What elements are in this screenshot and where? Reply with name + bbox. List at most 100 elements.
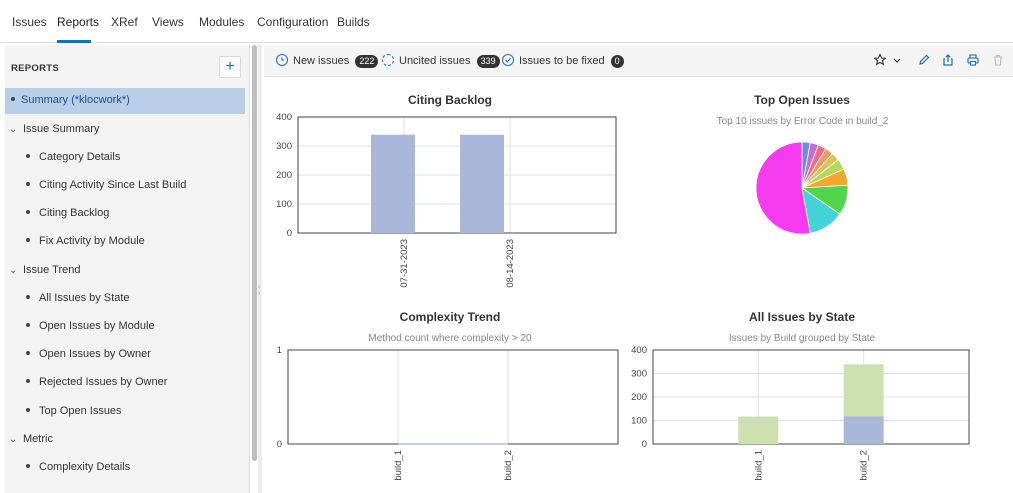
bullet-icon — [26, 408, 30, 413]
sidebar-item-label: Citing Backlog — [39, 207, 110, 219]
plot-border — [287, 349, 619, 445]
chart-title: Complexity Trend — [399, 310, 501, 324]
sidebar-item-fix-activity[interactable]: Fix Activity by Module — [26, 235, 145, 247]
sidebar-item-label: Summary (*klocwork*) — [21, 94, 130, 106]
x-tick-label: 07-31-2023 — [399, 239, 410, 288]
tab-reports[interactable]: Reports — [57, 15, 100, 29]
sidebar-item-label: Issue Trend — [23, 264, 81, 276]
bullet-icon — [26, 210, 30, 215]
sidebar-item-label: All Issues by State — [39, 292, 130, 304]
y-tick-label: 0 — [277, 439, 282, 450]
count-badge: 339 — [476, 55, 500, 68]
top-open-issues-chart — [755, 141, 849, 235]
sidebar-item-label: Rejected Issues by Owner — [39, 376, 168, 388]
plot-border — [652, 349, 970, 445]
sidebar-item-label: Fix Activity by Module — [39, 235, 145, 247]
y-tick-label: 1 — [277, 345, 282, 356]
sidebar-item-top-open-issues[interactable]: Top Open Issues — [26, 405, 122, 417]
y-tick-label: 0 — [642, 439, 647, 450]
all-issues-by-state-chart: 0 100 200 300 400 build_1 build_2 — [631, 345, 970, 481]
sidebar-item-complexity-details[interactable]: Complexity Details — [26, 461, 130, 473]
sidebar-item-rejected-issues-by-owner[interactable]: Rejected Issues by Owner — [26, 376, 167, 388]
bar-segment — [738, 416, 779, 444]
check-circle-icon — [502, 54, 514, 66]
sidebar-item-all-issues-by-state[interactable]: All Issues by State — [26, 292, 130, 304]
x-tick-label: build_1 — [393, 450, 404, 481]
refresh-icon — [382, 54, 394, 66]
bullet-icon — [26, 351, 30, 356]
sidebar-group-issue-summary[interactable]: ⌄ Issue Summary — [9, 123, 99, 135]
filter-new-issues[interactable]: New issues 222 — [276, 54, 379, 68]
edit-icon[interactable] — [917, 53, 933, 69]
complexity-trend-chart: 0 1 build_1 build_2 — [277, 345, 619, 481]
sidebar-item-citing-backlog[interactable]: Citing Backlog — [26, 207, 109, 219]
plot-border — [297, 116, 617, 234]
sidebar-item-open-issues-by-owner[interactable]: Open Issues by Owner — [26, 348, 151, 360]
bullet-icon — [26, 295, 30, 300]
sidebar-item-label: Top Open Issues — [39, 405, 122, 417]
chevron-down-icon: ⌄ — [9, 124, 18, 135]
tab-xref[interactable]: XRef — [111, 15, 138, 29]
sidebar-group-metric[interactable]: ⌄ Metric — [9, 433, 53, 445]
print-icon[interactable] — [966, 53, 982, 69]
clock-icon — [276, 54, 288, 66]
bullet-icon — [26, 238, 30, 243]
sidebar-item-label: Open Issues by Module — [39, 320, 155, 332]
citing-backlog-chart: 0 100 200 300 400 07-31-2023 08-14-2023 — [276, 112, 617, 288]
sidebar-item-label: Complexity Details — [39, 461, 131, 473]
sidebar-item-summary[interactable]: Summary (*klocwork*) — [5, 88, 245, 114]
chevron-down-icon: ⌄ — [9, 265, 18, 276]
y-tick-label: 0 — [287, 228, 292, 239]
chart-title: Top Open Issues — [754, 93, 850, 107]
sidebar-item-label: Issue Summary — [23, 123, 100, 135]
filter-issues-to-be-fixed[interactable]: Issues to be fixed 0 — [502, 54, 624, 68]
y-tick-label: 300 — [276, 141, 292, 152]
count-badge: 222 — [355, 55, 379, 68]
sidebar-item-citing-activity[interactable]: Citing Activity Since Last Build — [26, 179, 186, 191]
tab-views[interactable]: Views — [152, 15, 184, 29]
add-report-button[interactable]: + — [219, 56, 241, 78]
sidebar-group-issue-trend[interactable]: ⌄ Issue Trend — [9, 264, 80, 276]
bar-segment — [843, 364, 884, 417]
filter-uncited-issues[interactable]: Uncited issues 339 — [382, 54, 500, 68]
bullet-icon — [11, 97, 15, 102]
active-tab-indicator — [57, 40, 91, 43]
sidebar-scrollbar[interactable] — [252, 45, 257, 461]
filter-label: Uncited issues — [399, 55, 471, 67]
chart-subtitle: Top 10 issues by Error Code in build_2 — [716, 116, 889, 127]
y-tick-label: 400 — [276, 112, 292, 123]
tab-modules[interactable]: Modules — [199, 15, 245, 29]
filter-label: New issues — [293, 55, 350, 67]
delete-icon[interactable] — [991, 53, 1007, 69]
y-tick-label: 300 — [631, 369, 647, 380]
sidebar-item-label: Open Issues by Owner — [39, 348, 151, 360]
sidebar-item-category-details[interactable]: Category Details — [26, 151, 120, 163]
top-nav: Issues Reports XRef Views Modules Config… — [0, 0, 1013, 43]
bullet-icon — [26, 379, 30, 384]
panel-splitter[interactable] — [258, 45, 262, 493]
sidebar-item-label: Metric — [23, 433, 53, 445]
splitter-handle-icon[interactable]: ‹ › — [258, 284, 261, 297]
tab-configuration[interactable]: Configuration — [257, 15, 329, 29]
tab-issues[interactable]: Issues — [12, 15, 47, 29]
bullet-icon — [26, 323, 30, 328]
x-tick-label: 08-14-2023 — [505, 239, 516, 288]
bullet-icon — [26, 182, 30, 187]
chart-title: All Issues by State — [748, 310, 856, 324]
pie-slice — [755, 141, 811, 235]
star-icon[interactable] — [873, 53, 889, 69]
sidebar-header: REPORTS — [11, 63, 60, 74]
sidebar-item-open-issues-by-module[interactable]: Open Issues by Module — [26, 320, 155, 332]
share-icon[interactable] — [941, 53, 957, 69]
chevron-down-icon[interactable] — [891, 53, 907, 69]
x-tick-label: build_2 — [859, 450, 870, 481]
x-tick-label: build_2 — [503, 450, 514, 481]
summary-toolbar: New issues 222 Uncited issues 339 Issues… — [264, 45, 1013, 77]
y-tick-label: 100 — [276, 199, 292, 210]
chevron-down-icon: ⌄ — [9, 434, 18, 445]
sidebar-item-label: Citing Activity Since Last Build — [39, 179, 187, 191]
bullet-icon — [26, 464, 30, 469]
tab-builds[interactable]: Builds — [337, 15, 370, 29]
count-badge: 0 — [610, 55, 624, 68]
chart-subtitle: Issues by Build grouped by State — [728, 333, 876, 344]
